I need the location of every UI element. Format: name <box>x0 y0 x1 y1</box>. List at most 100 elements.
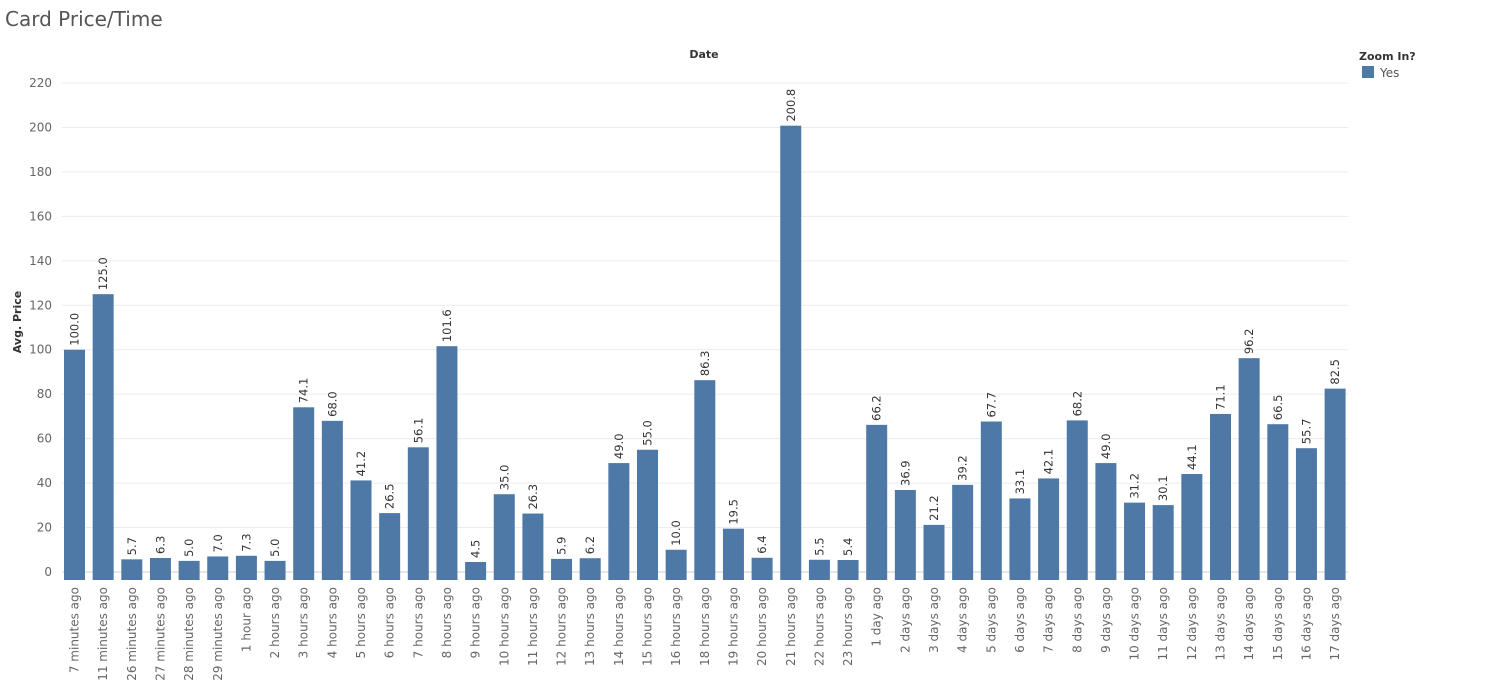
x-tick-label: 9 hours ago <box>469 587 483 658</box>
data-label: 67.7 <box>984 392 998 418</box>
data-label: 41.2 <box>354 451 368 477</box>
bar[interactable] <box>121 559 143 580</box>
x-tick-label: 12 days ago <box>1185 587 1199 661</box>
bar[interactable] <box>837 559 859 580</box>
bar[interactable] <box>1181 473 1203 580</box>
bar[interactable] <box>465 561 487 580</box>
bar[interactable] <box>235 555 257 580</box>
bar[interactable] <box>407 447 429 580</box>
bar[interactable] <box>894 489 916 580</box>
data-label: 7.0 <box>211 534 225 552</box>
x-tick-label: 10 hours ago <box>497 587 511 666</box>
bar[interactable] <box>1124 502 1146 580</box>
x-tick-label: 14 hours ago <box>612 587 626 666</box>
bar[interactable] <box>780 125 802 580</box>
y-tick-label: 40 <box>37 476 52 490</box>
data-label: 44.1 <box>1185 444 1199 470</box>
data-label: 39.2 <box>956 455 970 481</box>
bar[interactable] <box>694 380 716 580</box>
bar[interactable] <box>92 294 114 580</box>
bar[interactable] <box>608 463 630 580</box>
bar[interactable] <box>379 513 401 580</box>
y-axis-title: Avg. Price <box>11 291 24 353</box>
bar[interactable] <box>1210 413 1231 580</box>
bar[interactable] <box>579 558 601 580</box>
x-tick-label: 6 hours ago <box>383 587 397 658</box>
bar[interactable] <box>665 549 687 580</box>
bar[interactable] <box>637 449 658 580</box>
y-axis-ticks: 0 20 40 60 80 100 120 140 160 180 200 220 <box>29 76 52 579</box>
legend-label-yes[interactable]: Yes <box>1379 66 1399 80</box>
bar[interactable] <box>1066 420 1088 580</box>
x-tick-label: 18 hours ago <box>698 587 712 666</box>
legend-swatch[interactable] <box>1362 66 1374 78</box>
data-label: 10.0 <box>669 520 683 546</box>
bar[interactable] <box>64 349 85 580</box>
x-tick-label: 20 hours ago <box>755 587 769 666</box>
data-label: 66.2 <box>870 395 884 421</box>
bars <box>64 125 1346 580</box>
data-label: 55.0 <box>641 420 655 446</box>
x-tick-label: 7 minutes ago <box>68 587 82 673</box>
x-tick-label: 11 days ago <box>1156 587 1170 661</box>
y-tick-label: 220 <box>29 76 52 90</box>
x-tick-label: 2 hours ago <box>268 587 282 658</box>
bar[interactable] <box>1095 463 1117 580</box>
data-label: 6.4 <box>755 535 769 553</box>
bar[interactable] <box>866 424 888 580</box>
legend: Zoom In? Yes <box>1359 50 1416 80</box>
x-tick-label: 13 days ago <box>1214 587 1228 661</box>
data-label: 26.5 <box>383 483 397 509</box>
data-label: 200.8 <box>784 89 798 122</box>
x-axis-title: Date <box>689 48 718 61</box>
data-label: 21.2 <box>927 495 941 521</box>
bar[interactable] <box>751 557 773 580</box>
bar[interactable] <box>436 346 458 580</box>
bar[interactable] <box>1295 448 1317 580</box>
data-label: 71.1 <box>1214 384 1228 410</box>
bar[interactable] <box>1009 498 1031 580</box>
bar[interactable] <box>207 556 229 580</box>
data-label: 56.1 <box>411 418 425 444</box>
x-tick-label: 7 days ago <box>1042 587 1056 653</box>
data-label: 6.2 <box>583 536 597 554</box>
bar[interactable] <box>1238 358 1260 580</box>
bar[interactable] <box>1267 424 1289 580</box>
x-tick-label: 16 hours ago <box>669 587 683 666</box>
x-tick-label: 23 hours ago <box>841 587 855 666</box>
y-tick-label: 180 <box>29 165 52 179</box>
y-tick-label: 60 <box>37 432 52 446</box>
data-label: 5.7 <box>125 537 139 555</box>
x-tick-label: 19 hours ago <box>726 587 740 666</box>
bar[interactable] <box>1038 478 1060 580</box>
bar[interactable] <box>493 494 515 580</box>
bar[interactable] <box>149 557 171 580</box>
bar[interactable] <box>1152 505 1174 580</box>
bar[interactable] <box>808 559 830 580</box>
x-tick-label: 1 hour ago <box>239 587 253 652</box>
x-tick-label: 1 day ago <box>870 587 884 647</box>
bar[interactable] <box>923 524 945 580</box>
data-label: 68.2 <box>1070 391 1084 417</box>
bar[interactable] <box>722 528 744 580</box>
data-label: 5.5 <box>812 537 826 555</box>
data-label: 66.5 <box>1271 395 1285 421</box>
bar[interactable] <box>321 420 343 580</box>
bar[interactable] <box>980 421 1002 580</box>
bar[interactable] <box>293 407 315 580</box>
data-label: 49.0 <box>612 433 626 459</box>
x-tick-label: 15 hours ago <box>641 587 655 666</box>
bar[interactable] <box>350 480 372 580</box>
data-label: 68.0 <box>325 391 339 417</box>
bar[interactable] <box>522 513 544 580</box>
bar[interactable] <box>264 560 286 580</box>
bar[interactable] <box>1324 388 1346 580</box>
data-label: 4.5 <box>469 540 483 558</box>
x-tick-label: 29 minutes ago <box>211 587 225 680</box>
data-label: 5.0 <box>182 539 196 557</box>
x-tick-label: 13 hours ago <box>583 587 597 666</box>
bar[interactable] <box>551 558 573 580</box>
bar[interactable] <box>952 484 974 580</box>
bar[interactable] <box>178 560 200 580</box>
